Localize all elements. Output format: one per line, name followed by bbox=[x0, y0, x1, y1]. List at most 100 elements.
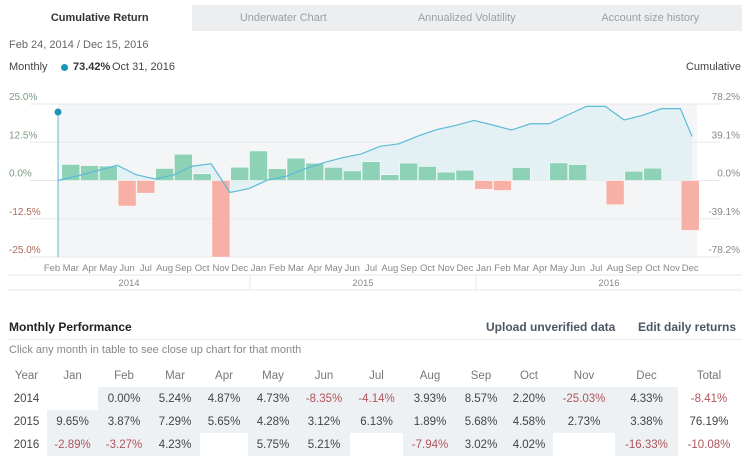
x-tick-label: Nov bbox=[663, 263, 680, 274]
legend-monthly: Monthly bbox=[9, 61, 48, 73]
x-tick-label: May bbox=[550, 263, 568, 274]
x-tick-label: Jan bbox=[251, 263, 266, 274]
month-cell[interactable]: 3.87% bbox=[98, 410, 150, 433]
month-cell[interactable]: 4.73% bbox=[248, 387, 298, 410]
x-tick-label: Jan bbox=[476, 263, 491, 274]
x-tick-label: Oct bbox=[645, 263, 660, 274]
month-cell[interactable]: 3.93% bbox=[403, 387, 457, 410]
column-header: Feb bbox=[114, 369, 134, 382]
monthly-bar bbox=[455, 169, 475, 181]
x-tick-label: Apr bbox=[533, 263, 548, 274]
month-cell[interactable]: 4.33% bbox=[615, 387, 678, 410]
monthly-bar bbox=[643, 167, 662, 181]
month-cell[interactable]: 5.75% bbox=[248, 433, 298, 456]
tab-annualized-volatility[interactable]: Annualized Volatility bbox=[417, 12, 516, 24]
month-cell[interactable]: 1.89% bbox=[403, 410, 457, 433]
monthly-bar bbox=[324, 167, 343, 181]
monthly-bar bbox=[174, 154, 193, 181]
cumulative-return-chart[interactable]: 25.0% 78.2% 12.5% 39.1% 0.0% 0.0% -12.5% -39.1%… bbox=[0, 85, 750, 295]
x-tick-label: Jun bbox=[119, 263, 134, 274]
column-header: Sep bbox=[470, 369, 492, 382]
month-cell[interactable]: 4.23% bbox=[150, 433, 200, 456]
x-tick-label: Oct bbox=[420, 263, 435, 274]
year-cell: 2015 bbox=[13, 415, 40, 428]
edit-daily-returns-link[interactable]: Edit daily returns bbox=[638, 320, 737, 334]
month-cell[interactable]: 5.65% bbox=[200, 410, 248, 433]
month-cell[interactable]: 5.21% bbox=[298, 433, 350, 456]
tab-cumulative-return[interactable]: Cumulative Return bbox=[8, 5, 192, 31]
monthly-bar bbox=[99, 165, 118, 181]
monthly-bar bbox=[361, 161, 381, 181]
month-cell bbox=[350, 433, 403, 456]
month-cell[interactable]: -2.89% bbox=[47, 433, 98, 456]
left-tick-label: 12.5% bbox=[9, 130, 37, 141]
tab-underwater-chart[interactable]: Underwater Chart bbox=[239, 12, 327, 24]
tab-account-size-history[interactable]: Account size history bbox=[601, 12, 700, 24]
month-cell bbox=[553, 433, 615, 456]
monthly-bar bbox=[380, 174, 400, 181]
x-tick-label: Feb bbox=[494, 263, 510, 274]
month-cell[interactable]: 3.02% bbox=[457, 433, 505, 456]
month-cell[interactable]: 2.73% bbox=[553, 410, 615, 433]
month-cell[interactable]: -7.94% bbox=[403, 433, 457, 456]
x-tick-label: Jul bbox=[365, 263, 377, 274]
table-row: 2016 -2.89% -3.27% 4.23% 5.75% 5.21% -7.94% 3.0… bbox=[6, 433, 740, 456]
month-cell[interactable]: 9.65% bbox=[47, 410, 98, 433]
cumulative-line bbox=[57, 105, 693, 194]
right-tick-label: 39.1% bbox=[712, 130, 740, 141]
x-tick-label: Feb bbox=[44, 263, 60, 274]
column-header: Year bbox=[14, 369, 39, 382]
left-tick-label: -25.0% bbox=[9, 245, 41, 256]
month-cell[interactable]: -16.33% bbox=[615, 433, 678, 456]
month-cell[interactable]: 3.12% bbox=[298, 410, 350, 433]
month-cell[interactable]: 5.68% bbox=[457, 410, 505, 433]
upload-unverified-data-link[interactable]: Upload unverified data bbox=[486, 320, 616, 334]
month-cell[interactable]: 7.29% bbox=[150, 410, 200, 433]
hint-text: Click any month in table to see close up… bbox=[9, 344, 302, 356]
x-tick-label: Dec bbox=[682, 263, 699, 274]
month-cell[interactable]: -3.27% bbox=[98, 433, 150, 456]
column-header: Apr bbox=[215, 369, 233, 382]
chart-tabs: Cumulative Return Underwater Chart Annua… bbox=[8, 5, 742, 31]
monthly-bar bbox=[267, 168, 287, 181]
month-cell[interactable]: -8.35% bbox=[298, 387, 350, 410]
monthly-bar bbox=[136, 180, 156, 194]
month-cell[interactable]: 8.57% bbox=[457, 387, 505, 410]
monthly-bar bbox=[418, 166, 437, 181]
month-cell[interactable]: -4.14% bbox=[350, 387, 403, 410]
x-tick-label: Aug bbox=[607, 263, 624, 274]
month-cell[interactable]: 2.20% bbox=[505, 387, 553, 410]
monthly-bar bbox=[512, 167, 531, 181]
year-cell: 2016 bbox=[13, 438, 40, 451]
month-cell[interactable]: 0.00% bbox=[98, 387, 150, 410]
month-cell[interactable]: 4.28% bbox=[248, 410, 298, 433]
legend-value: 73.42% bbox=[73, 61, 111, 73]
month-cell[interactable]: 4.87% bbox=[200, 387, 248, 410]
month-cell[interactable]: 4.58% bbox=[505, 410, 553, 433]
column-header: May bbox=[262, 369, 284, 382]
month-cell[interactable]: 3.38% bbox=[615, 410, 678, 433]
month-cell[interactable]: 4.02% bbox=[505, 433, 553, 456]
crosshair-marker bbox=[54, 108, 62, 116]
x-tick-label: Dec bbox=[456, 263, 473, 274]
legend-cumulative: Cumulative bbox=[685, 61, 741, 73]
x-tick-label: Feb bbox=[269, 263, 285, 274]
x-tick-label: Jun bbox=[345, 263, 360, 274]
month-cell[interactable]: 6.13% bbox=[350, 410, 403, 433]
month-cell[interactable]: -25.03% bbox=[553, 387, 615, 410]
column-header: Jul bbox=[369, 369, 384, 382]
x-tick-label: Apr bbox=[307, 263, 322, 274]
monthly-bar bbox=[192, 173, 212, 181]
x-tick-label: May bbox=[99, 263, 117, 274]
left-tick-label: -12.5% bbox=[9, 207, 41, 218]
x-tick-label: Sep bbox=[625, 263, 642, 274]
marker-dot-icon bbox=[61, 64, 68, 71]
x-tick-label: Aug bbox=[156, 263, 173, 274]
column-header: Dec bbox=[636, 369, 657, 382]
right-tick-label: -78.2% bbox=[708, 245, 740, 256]
month-cell[interactable]: 5.24% bbox=[150, 387, 200, 410]
year-label: 2015 bbox=[352, 278, 373, 289]
monthly-bar bbox=[624, 171, 644, 181]
monthly-bar bbox=[436, 171, 456, 181]
year-label: 2014 bbox=[118, 278, 139, 289]
